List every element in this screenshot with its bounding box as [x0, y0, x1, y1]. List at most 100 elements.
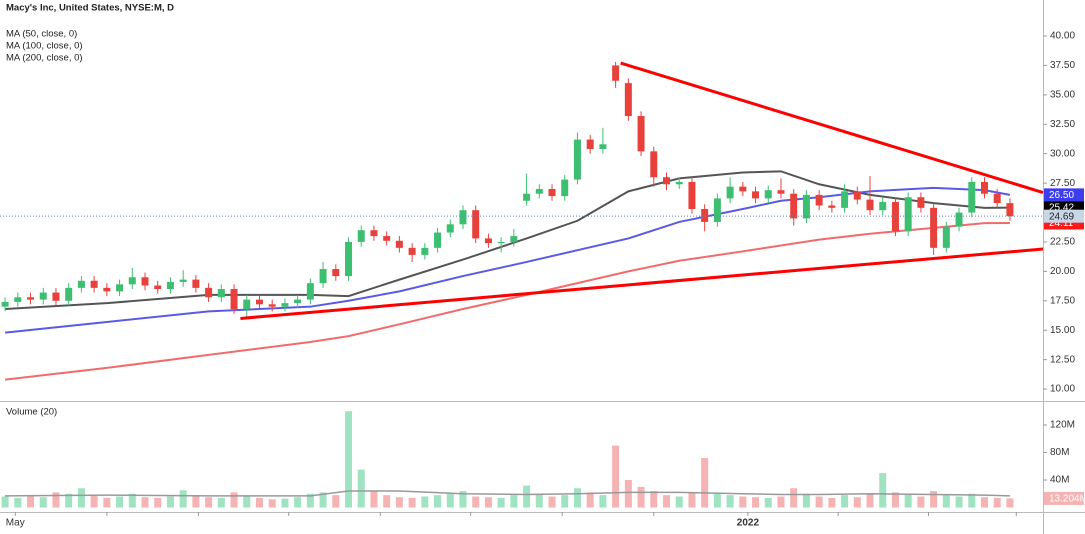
- volume-bar: [90, 495, 98, 508]
- y-tick-label: 120M: [1050, 420, 1075, 431]
- volume-bar: [370, 491, 378, 508]
- volume-bar: [815, 496, 823, 508]
- price-label: 26.50: [1049, 190, 1074, 201]
- volume-bar: [930, 491, 938, 508]
- candle-body: [306, 283, 314, 300]
- volume-bar: [510, 495, 518, 508]
- volume-bar: [497, 497, 505, 508]
- candle-body: [535, 188, 543, 194]
- candle-body: [179, 279, 187, 282]
- volume-bar: [713, 493, 721, 508]
- volume-bar: [688, 492, 696, 508]
- candle-body: [484, 238, 492, 244]
- price-label-box: [1044, 491, 1084, 505]
- y-tick-label: 30.00: [1050, 148, 1075, 159]
- volume-bar: [281, 498, 289, 508]
- candle-body: [39, 292, 47, 300]
- candle-body: [1006, 203, 1014, 217]
- ma-line: [5, 170, 1010, 311]
- candle-body: [573, 139, 581, 180]
- candle-body: [942, 226, 950, 248]
- candle-body: [65, 287, 73, 301]
- volume-bar: [828, 497, 836, 508]
- volume-bar: [955, 496, 963, 508]
- volume-bar: [421, 496, 429, 508]
- candle-body: [637, 116, 645, 152]
- plot: 10.0012.5015.0017.5020.0022.5025.0027.50…: [0, 31, 1085, 529]
- trendline: [620, 61, 1044, 194]
- candle-body: [434, 232, 442, 248]
- candle-body: [688, 181, 696, 210]
- candle-body: [166, 281, 174, 290]
- candle-body: [217, 289, 225, 298]
- candle-body: [853, 191, 861, 200]
- y-tick-label: 80M: [1050, 447, 1069, 458]
- candle-body: [472, 210, 480, 239]
- candle-body: [27, 297, 35, 300]
- candle-body: [624, 83, 632, 117]
- candle-body: [586, 139, 594, 149]
- candle-body: [90, 280, 98, 288]
- volume-bar: [154, 497, 162, 508]
- legend-entry: MA (100, close, 0): [6, 41, 83, 52]
- trendline: [240, 247, 1044, 320]
- candle-body: [52, 292, 60, 301]
- y-tick-label: 17.50: [1050, 295, 1075, 306]
- volume-bar: [701, 457, 709, 508]
- volume-bar: [179, 490, 187, 508]
- ma-line: [4, 222, 1010, 381]
- volume-bar: [790, 488, 798, 508]
- candle-body: [968, 181, 976, 213]
- volume-bar: [802, 493, 810, 508]
- candle-body: [14, 297, 22, 302]
- candle-body: [980, 181, 988, 194]
- candle-body: [459, 210, 467, 225]
- candle-body: [752, 191, 760, 199]
- volume-bar: [472, 496, 480, 508]
- chart-title: Macy's Inc, United States, NYSE:M, D: [6, 3, 174, 14]
- volume-bar: [637, 486, 645, 508]
- volume-bar: [14, 497, 22, 508]
- volume-bar: [192, 495, 200, 508]
- candle-body: [650, 151, 658, 178]
- volume-bar: [1006, 498, 1014, 508]
- volume-bar: [205, 497, 213, 508]
- volume-bar: [116, 496, 124, 508]
- candle-body: [879, 201, 887, 211]
- candle-body: [1, 301, 9, 307]
- candle-body: [739, 186, 747, 192]
- legend-entry: MA (50, close, 0): [6, 29, 77, 40]
- candle-body: [408, 247, 416, 255]
- volume-bar: [319, 492, 327, 508]
- volume-bar: [306, 493, 314, 508]
- volume-bar: [268, 499, 276, 508]
- volume-title: Volume (20): [6, 407, 57, 418]
- volume-bar: [243, 496, 251, 508]
- volume-bar: [879, 473, 887, 508]
- candle-body: [332, 269, 340, 277]
- volume-bar: [523, 485, 531, 508]
- candle-body: [866, 199, 874, 211]
- candle-body: [294, 299, 302, 304]
- volume-bar: [230, 492, 238, 508]
- volume-bar: [484, 497, 492, 508]
- candle-body: [205, 287, 213, 298]
- volume-bar: [917, 496, 925, 508]
- candle-body: [675, 181, 683, 185]
- x-tick-label: 2022: [737, 518, 760, 529]
- volume-bar: [345, 411, 353, 508]
- candle-body: [128, 277, 136, 285]
- candle-body: [268, 304, 276, 307]
- candle-body: [319, 269, 327, 284]
- volume-bar: [535, 493, 543, 508]
- ma-line: [4, 186, 1011, 334]
- candle-body: [917, 197, 925, 208]
- volume-bar: [726, 495, 734, 508]
- volume-bar: [650, 491, 658, 508]
- volume-bar: [52, 492, 60, 508]
- volume-bar: [573, 488, 581, 508]
- volume-bar: [739, 496, 747, 508]
- volume-bar: [968, 493, 976, 508]
- candle-body: [370, 230, 378, 237]
- candle-body: [497, 241, 505, 244]
